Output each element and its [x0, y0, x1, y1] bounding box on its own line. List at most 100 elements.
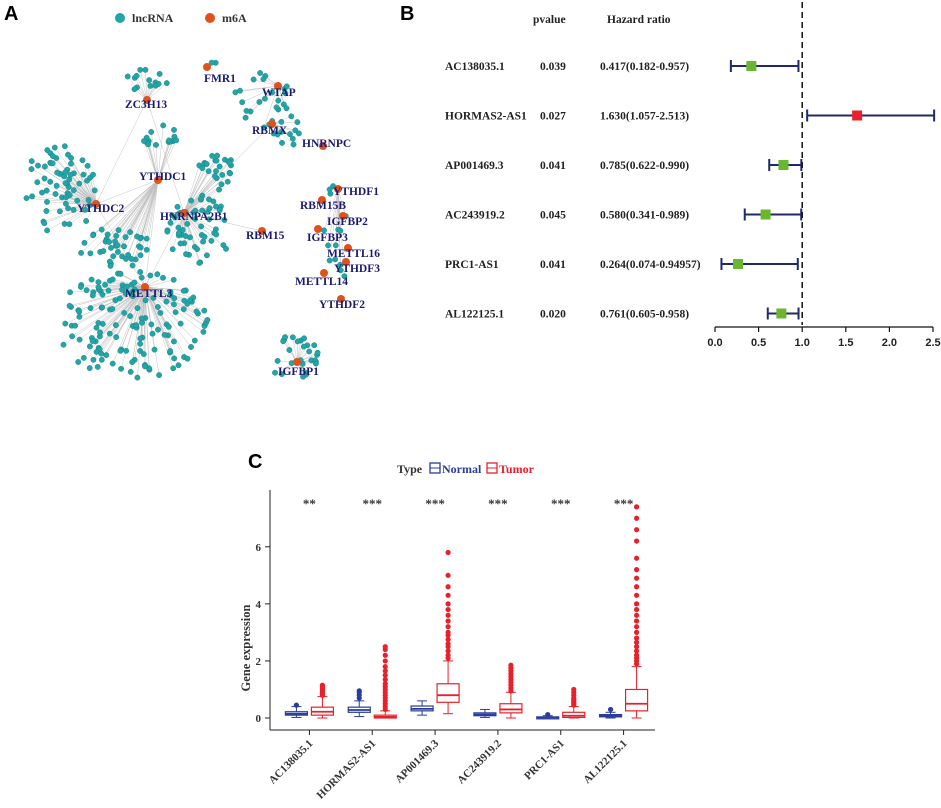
node-label-rbm15: RBM15: [246, 230, 285, 242]
network-edge: [183, 173, 231, 214]
box-outlier: [633, 606, 640, 613]
network-edge: [135, 286, 146, 326]
lncrna-node: [294, 338, 301, 345]
lncrna-node: [160, 122, 167, 129]
network-edge: [101, 286, 146, 354]
forest-pvalue: 0.041: [540, 160, 566, 172]
lncrna-node: [227, 170, 234, 177]
lncrna-node: [57, 208, 63, 215]
lncrna-node: [163, 80, 170, 87]
lncrna-node: [203, 161, 210, 167]
lncrna-node: [163, 298, 170, 305]
network-edge: [103, 179, 159, 252]
box-outlier: [633, 575, 640, 581]
network-edge: [155, 144, 159, 181]
network-edge: [144, 286, 159, 330]
box-x-tick-label: AC138035.1: [267, 738, 316, 787]
box-axes: 0 2 4 6 AC138035.1 ** HORMAS2-AS1 *** AP001469.3…: [256, 490, 655, 801]
lncrna-node: [282, 334, 288, 340]
lncrna-node: [104, 231, 111, 238]
network-edge: [323, 188, 339, 231]
lncrna-node: [47, 178, 54, 185]
lncrna-node: [300, 343, 307, 350]
network-edge: [144, 286, 165, 335]
lncrna-node: [129, 262, 136, 269]
lncrna-node: [41, 175, 48, 182]
node-zc3h13: [143, 96, 151, 104]
lncrna-node: [154, 271, 161, 278]
box-outlier: [633, 618, 640, 624]
lncrna-node: [341, 273, 348, 280]
significance-label: ***: [614, 496, 634, 511]
lncrna-node: [283, 83, 290, 90]
network-edge: [101, 179, 159, 230]
lncrna-node: [105, 287, 112, 294]
forest-gene-label: AL122125.1: [445, 309, 504, 321]
lncrna-node: [250, 76, 257, 83]
lncrna-node: [148, 321, 155, 328]
box-x-tick-label: PRC1-AS1: [522, 738, 567, 783]
lncrna-node: [94, 363, 101, 370]
lncrna-node: [205, 168, 212, 175]
lncrna-node: [44, 198, 50, 205]
pvalue-header: pvalue: [533, 14, 566, 26]
lncrna-node: [28, 166, 35, 173]
lncrna-node: [311, 342, 318, 349]
lncrna-node: [138, 274, 145, 281]
lncrna-node: [167, 348, 174, 354]
lncrna-node: [93, 324, 100, 331]
lncrna-node: [292, 127, 299, 134]
forest-hr-text: 0.785(0.622-0.990): [600, 160, 689, 172]
lncrna-node: [208, 237, 215, 244]
box-outlier: [633, 527, 640, 533]
box-outlier: [445, 636, 451, 643]
node-igfbp2: [339, 212, 347, 220]
network-edge: [183, 160, 217, 214]
lncrna-node: [80, 171, 87, 178]
box-y-tick-label: 6: [256, 542, 262, 554]
lncrna-node: [134, 374, 141, 381]
network-edge: [139, 69, 148, 101]
network-edge: [125, 179, 159, 259]
network-edge: [52, 155, 97, 205]
network-edge: [183, 123, 273, 214]
lncrna-node: [41, 220, 48, 227]
box-outlier: [633, 644, 640, 650]
forest-tick-label: 2.0: [882, 337, 897, 349]
lncrna-node: [61, 143, 68, 150]
lncrna-node: [226, 159, 233, 166]
lncrna-node: [107, 262, 114, 269]
lncrna-node: [35, 162, 41, 169]
lncrna-node: [164, 228, 171, 235]
lncrna-node: [91, 187, 98, 194]
lncrna-node: [145, 141, 152, 148]
network-edge: [69, 194, 97, 205]
lncrna-node: [147, 83, 154, 89]
lncrna-node: [139, 319, 145, 326]
lncrna-node: [127, 313, 134, 319]
lncrna-node: [180, 287, 187, 294]
lncrna-node: [121, 243, 127, 250]
lncrna-node: [261, 95, 268, 102]
network-edge: [263, 85, 279, 128]
lncrna-node: [109, 360, 116, 367]
lncrna-node: [181, 297, 188, 304]
significance-label: ***: [425, 496, 445, 511]
lncrna-node: [115, 248, 121, 255]
node-label-rbm15b: RBM15B: [300, 200, 346, 212]
lncrna-node: [326, 186, 333, 193]
lncrna-node: [29, 193, 35, 200]
box-body: [436, 683, 460, 703]
lncrna-node: [260, 76, 267, 83]
lncrna-node: [273, 104, 280, 111]
forest-pvalue: 0.041: [540, 259, 566, 271]
lncrna-node: [87, 250, 94, 257]
lncrna-node: [137, 269, 144, 275]
network-edge: [54, 147, 97, 205]
network-edge: [26, 197, 97, 205]
box-x-tick-label: AP001469.3: [393, 737, 441, 785]
legend-normal-label: Normal: [442, 462, 482, 476]
network-edge: [117, 179, 159, 246]
lncrna-node: [332, 242, 339, 249]
network-edge: [136, 179, 159, 237]
